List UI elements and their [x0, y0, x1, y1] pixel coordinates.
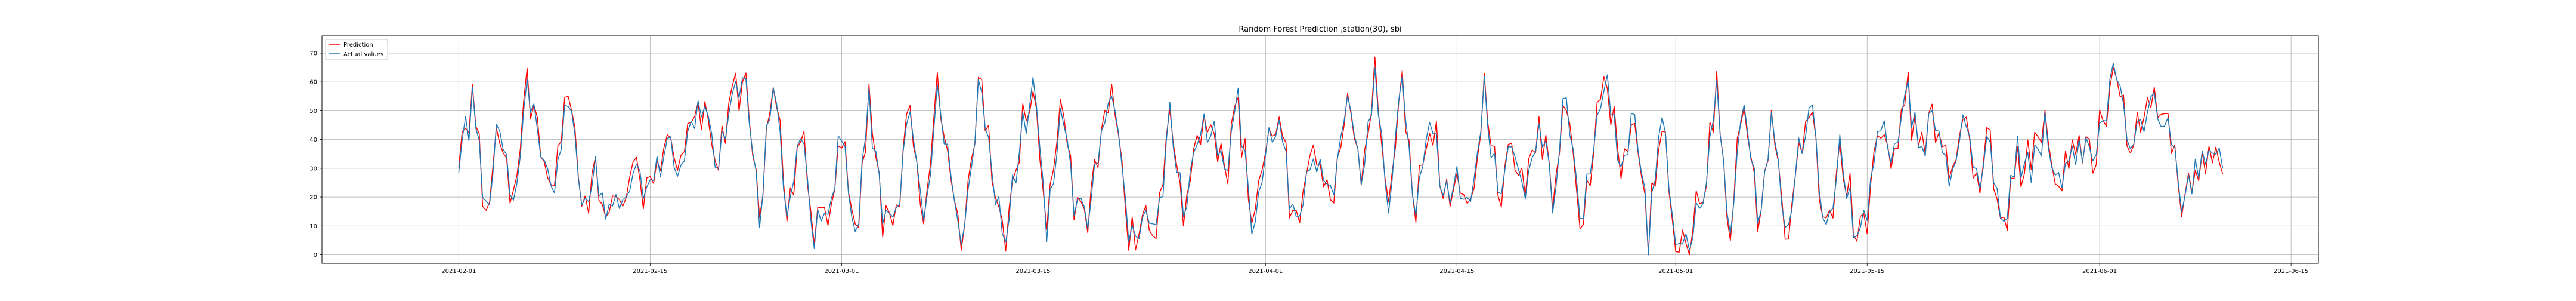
x-tick-label: 2021-05-15 — [1850, 268, 1884, 275]
plot-area — [458, 56, 2224, 256]
legend: Prediction Actual values — [325, 39, 388, 60]
x-tick-label: 2021-02-01 — [441, 268, 476, 275]
y-tick-label: 20 — [309, 195, 317, 201]
y-tick-label: 10 — [309, 223, 317, 230]
x-tick-label: 2021-06-15 — [2274, 268, 2308, 275]
actual-values-line — [458, 63, 2224, 256]
axis-ticks: 0 10 20 30 40 50 60 70 2021-02-01 2021-02-15 2021-… — [309, 50, 2308, 275]
x-tick-label: 2021-04-15 — [1439, 268, 1474, 275]
x-tick-label: 2021-06-01 — [2082, 268, 2117, 275]
y-tick-label: 40 — [309, 137, 317, 143]
x-tick-label: 2021-03-01 — [824, 268, 859, 275]
legend-prediction-label: Prediction — [343, 42, 373, 48]
x-tick-label: 2021-04-01 — [1248, 268, 1283, 275]
grid-lines — [322, 36, 2318, 263]
y-tick-label: 60 — [309, 79, 317, 86]
legend-box — [325, 39, 388, 60]
x-tick-label: 2021-02-15 — [633, 268, 667, 275]
y-tick-label: 70 — [309, 50, 317, 57]
legend-actual-values-label: Actual values — [343, 51, 383, 58]
axes-frame — [321, 35, 2319, 264]
y-tick-label: 0 — [314, 252, 317, 259]
y-tick-label: 30 — [309, 165, 317, 172]
x-tick-label: 2021-05-01 — [1658, 268, 1693, 275]
x-tick-label: 2021-03-15 — [1015, 268, 1050, 275]
chart-title: Random Forest Prediction ,station(30), s… — [1239, 25, 1401, 34]
y-tick-label: 50 — [309, 108, 317, 115]
